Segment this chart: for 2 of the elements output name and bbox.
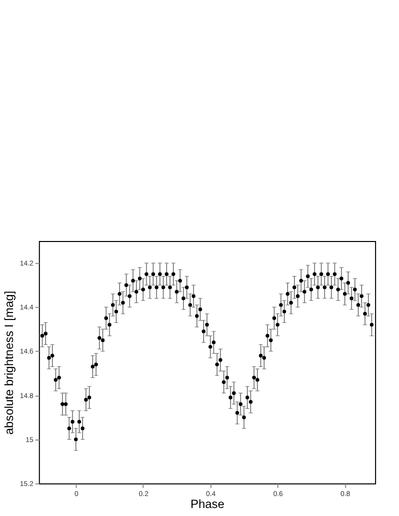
x-axis-title: Phase xyxy=(190,496,225,511)
y-axis-title: absolute brightness I [mag] xyxy=(2,290,16,435)
